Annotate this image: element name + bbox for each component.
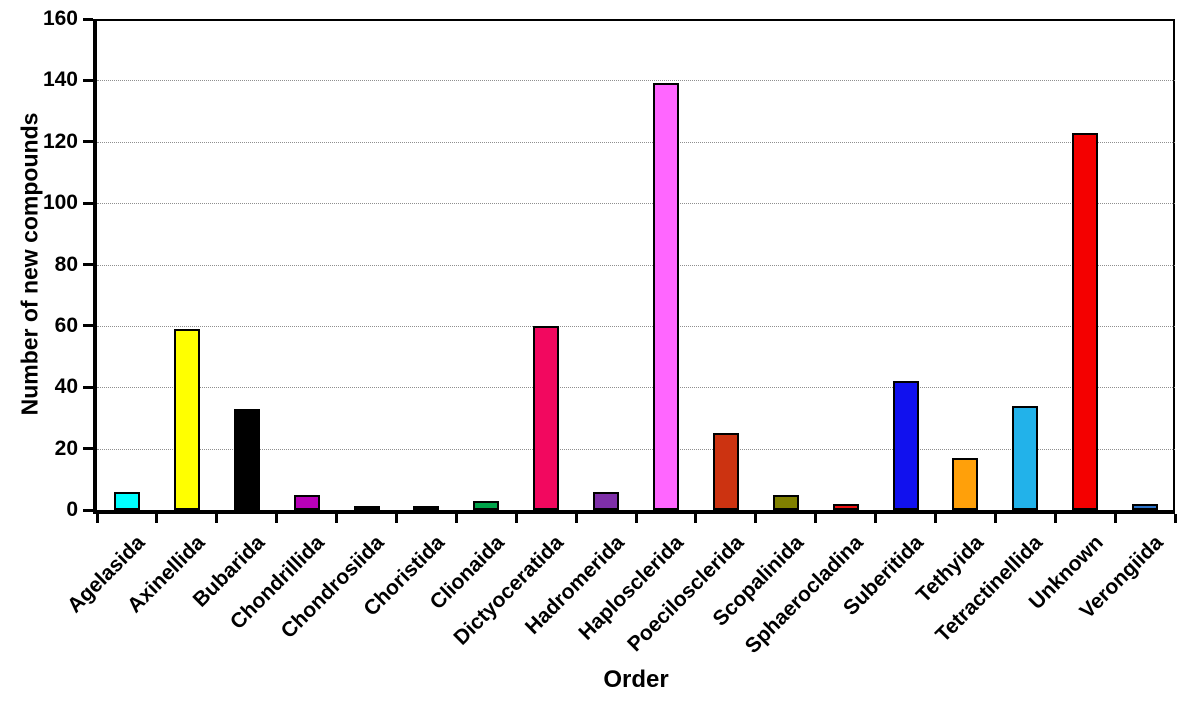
x-tick-label-haplosclerida: Haplosclerida <box>574 531 689 645</box>
plot-area: 0 20 40 60 80 100 120 140 160 <box>43 7 1177 523</box>
y-tick-label-60: 60 <box>54 313 78 337</box>
x-axis-line <box>93 510 1175 514</box>
x-tick-10 <box>694 514 698 523</box>
y-tick-80 <box>83 263 93 266</box>
bar-chondrillida <box>293 494 320 510</box>
y-tick-40 <box>83 385 93 389</box>
bar-verongiida <box>1132 503 1159 510</box>
x-axis-title: Order <box>603 666 669 693</box>
bar-poecilosclerida <box>712 433 739 510</box>
gridline-y-100 <box>97 203 1175 205</box>
x-tick-4 <box>335 514 339 523</box>
y-tick-label-0: 0 <box>66 498 78 521</box>
y-tick-100 <box>83 201 93 205</box>
y-tick-label-20: 20 <box>54 436 78 460</box>
gridline-y-140 <box>97 80 1175 82</box>
x-axis-labels: Agelasida Axinellida Bubarida Chondrillida C… <box>63 529 1175 689</box>
bar-haplosclerida <box>652 83 679 510</box>
y-tick-label-40: 40 <box>54 375 78 399</box>
x-tick-9 <box>634 514 638 523</box>
x-tick-0 <box>95 514 99 523</box>
bar-tetractinellida <box>1012 405 1039 510</box>
x-tick-12 <box>814 514 818 523</box>
y-tick-60 <box>83 324 93 328</box>
gridline-y-80 <box>97 264 1175 266</box>
x-tick-14 <box>933 514 937 523</box>
x-tick-17 <box>1113 514 1117 523</box>
y-axis-line <box>93 19 97 514</box>
bar-scopalinida <box>772 494 799 510</box>
x-tick-18 <box>1173 514 1177 523</box>
bar-bubarida <box>233 408 260 510</box>
bar-hadromerida <box>593 491 620 510</box>
y-tick-140 <box>83 78 93 82</box>
bar-choristida <box>413 506 440 510</box>
y-tick-label-140: 140 <box>42 68 78 92</box>
gridline-y-40 <box>97 387 1175 389</box>
x-tick-16 <box>1053 514 1057 523</box>
bar-agelasida <box>113 491 140 510</box>
y-tick-label-160: 160 <box>42 7 78 30</box>
x-tick-11 <box>754 514 758 523</box>
y-tick-label-80: 80 <box>54 252 78 276</box>
bar-axinellida <box>173 328 200 510</box>
x-tick-label-tetractinellida: Tetractinellida <box>931 531 1048 647</box>
bar-sphaerocladina <box>832 503 859 510</box>
y-tick-label-100: 100 <box>42 191 78 215</box>
x-tick-6 <box>454 514 458 523</box>
x-tick-5 <box>394 514 398 523</box>
gridline-y-20 <box>97 448 1175 450</box>
x-tick-2 <box>215 514 219 523</box>
x-tick-1 <box>155 514 159 523</box>
x-tick-8 <box>574 514 578 523</box>
bar-tethyida <box>952 457 979 510</box>
gridline-y-60 <box>97 325 1175 327</box>
y-tick-120 <box>83 140 93 144</box>
gridline-y-120 <box>97 141 1175 143</box>
x-tick-13 <box>874 514 878 523</box>
y-tick-20 <box>83 447 93 451</box>
bar-unknown <box>1072 132 1099 510</box>
x-tick-7 <box>514 514 518 523</box>
bar-dictyoceratida <box>533 325 560 510</box>
y-tick-0 <box>83 508 93 512</box>
x-tick-15 <box>993 514 997 523</box>
bar-clionaida <box>473 500 500 510</box>
x-tick-3 <box>275 514 279 523</box>
y-tick-label-120: 120 <box>42 129 78 153</box>
bar-chondrosiida <box>353 506 380 510</box>
plot-border-top <box>97 19 1175 21</box>
y-axis-title: Number of new compounds <box>16 112 43 416</box>
bar-suberitida <box>892 381 919 510</box>
y-tick-160 <box>83 17 93 21</box>
